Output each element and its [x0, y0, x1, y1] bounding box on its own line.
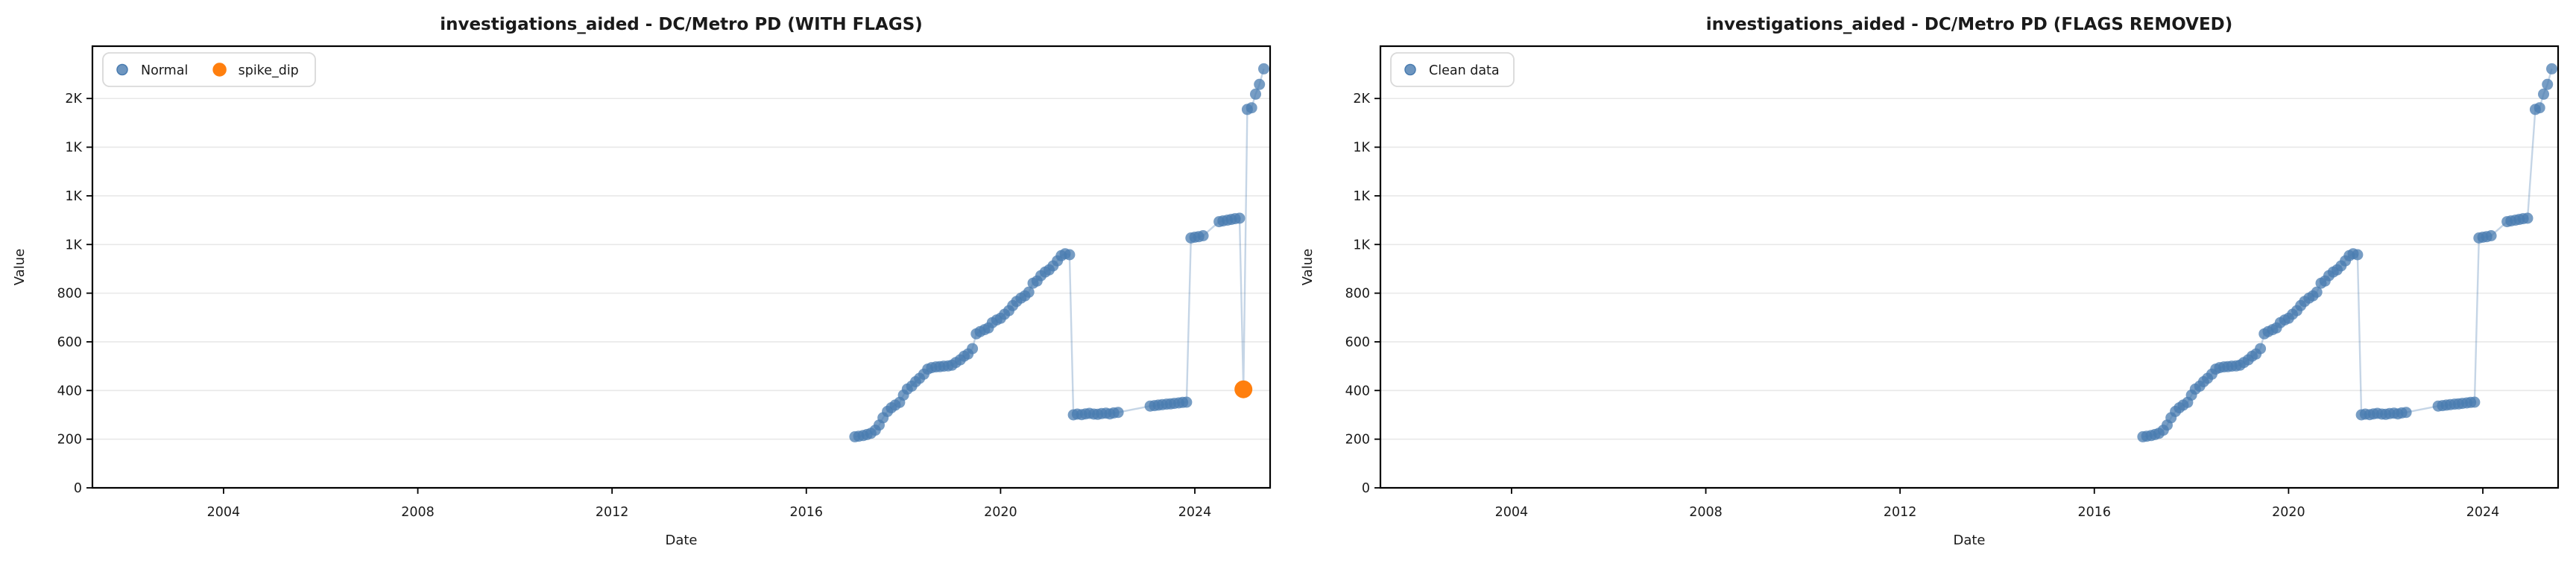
data-point [1258, 63, 1269, 74]
y-tick-label: 400 [1345, 384, 1370, 398]
data-point [2538, 88, 2549, 100]
y-tick-label: 1K [1353, 141, 1370, 156]
data-point [1181, 396, 1193, 408]
x-axis-label: Date [665, 533, 697, 548]
x-tick-label: 2004 [207, 505, 241, 520]
y-tick-label: 600 [57, 335, 82, 350]
data-point [2485, 230, 2497, 241]
legend-label: Clean data [1429, 63, 1500, 78]
x-tick-label: 2008 [401, 505, 435, 520]
x-tick-label: 2020 [2272, 505, 2305, 520]
y-tick-label: 1K [65, 141, 82, 156]
data-point [1023, 286, 1035, 298]
x-tick-label: 2012 [596, 505, 629, 520]
y-tick-label: 2K [1353, 92, 1370, 107]
data-point [2542, 78, 2554, 90]
chart-with-flags: 0 200 400 600 800 1K 1K 1K 2K 2004 2008 2012 2016 202… [0, 0, 1288, 572]
chart-flags-removed: 0 200 400 600 800 1K 1K 1K 2K 2004 2008 2012 2016 202… [1288, 0, 2576, 572]
data-point [1197, 230, 1209, 241]
legend-box [1390, 52, 1515, 87]
flagged-point-spike_dip [1234, 380, 1253, 398]
data-point [1254, 78, 1266, 90]
x-tick-label: 2008 [1689, 505, 1723, 520]
data-point [1234, 212, 1246, 224]
data-point [2400, 407, 2412, 419]
plot-title: investigations_aided - DC/Metro PD (FLAG… [1706, 15, 2233, 34]
y-tick-label: 1K [1353, 189, 1370, 204]
plot-background [0, 0, 1288, 572]
data-point [2255, 343, 2267, 355]
y-tick-label: 0 [1362, 481, 1370, 496]
y-tick-label: 0 [74, 481, 82, 496]
x-tick-label: 2024 [2466, 505, 2500, 520]
plot-title: investigations_aided - DC/Metro PD (WITH… [440, 15, 923, 34]
legend-marker-Normal [116, 63, 128, 76]
data-point [2311, 286, 2323, 298]
data-point [2546, 63, 2557, 74]
plot-background [1288, 0, 2576, 572]
y-tick-label: 2K [65, 92, 82, 107]
legend-marker-Clean data [1404, 63, 1416, 76]
y-tick-label: 600 [1345, 335, 1370, 350]
legend-label: Normal [141, 63, 188, 78]
y-tick-label: 1K [65, 189, 82, 204]
legend: Normal spike_dip [102, 52, 316, 87]
y-axis-label: Value [1300, 249, 1316, 285]
x-tick-label: 2020 [984, 505, 1017, 520]
x-tick-label: 2016 [2077, 505, 2111, 520]
axes-spines [1379, 45, 2560, 489]
data-point [2469, 396, 2481, 408]
legend-label: spike_dip [239, 63, 299, 78]
data-point [1246, 102, 1257, 114]
legend: Clean data [1390, 52, 1515, 87]
data-point [1064, 249, 1076, 261]
y-axis-label: Value [12, 249, 28, 285]
data-point [1250, 88, 1261, 100]
legend-box [102, 52, 316, 87]
axes-spines [91, 45, 1272, 489]
x-tick-label: 2024 [1178, 505, 1212, 520]
y-tick-label: 200 [57, 433, 82, 448]
x-tick-label: 2004 [1495, 505, 1529, 520]
data-point [2534, 102, 2545, 114]
y-tick-label: 800 [1345, 287, 1370, 302]
x-axis-label: Date [1953, 533, 1985, 548]
x-tick-label: 2016 [789, 505, 823, 520]
y-tick-label: 400 [57, 384, 82, 398]
chart-canvas: 0 200 400 600 800 1K 1K 1K 2K 2004 2008 2012 2016 202… [1288, 0, 2576, 572]
x-tick-label: 2012 [1884, 505, 1917, 520]
y-tick-label: 800 [57, 287, 82, 302]
legend-marker-spike_dip [212, 63, 227, 77]
data-point [1112, 407, 1124, 419]
data-point [2522, 212, 2534, 224]
y-tick-label: 200 [1345, 433, 1370, 448]
y-tick-label: 1K [1353, 238, 1370, 252]
data-point [967, 343, 979, 355]
data-point [2352, 249, 2364, 261]
chart-canvas: 0 200 400 600 800 1K 1K 1K 2K 2004 2008 2012 2016 202… [0, 0, 1288, 572]
y-tick-label: 1K [65, 238, 82, 252]
